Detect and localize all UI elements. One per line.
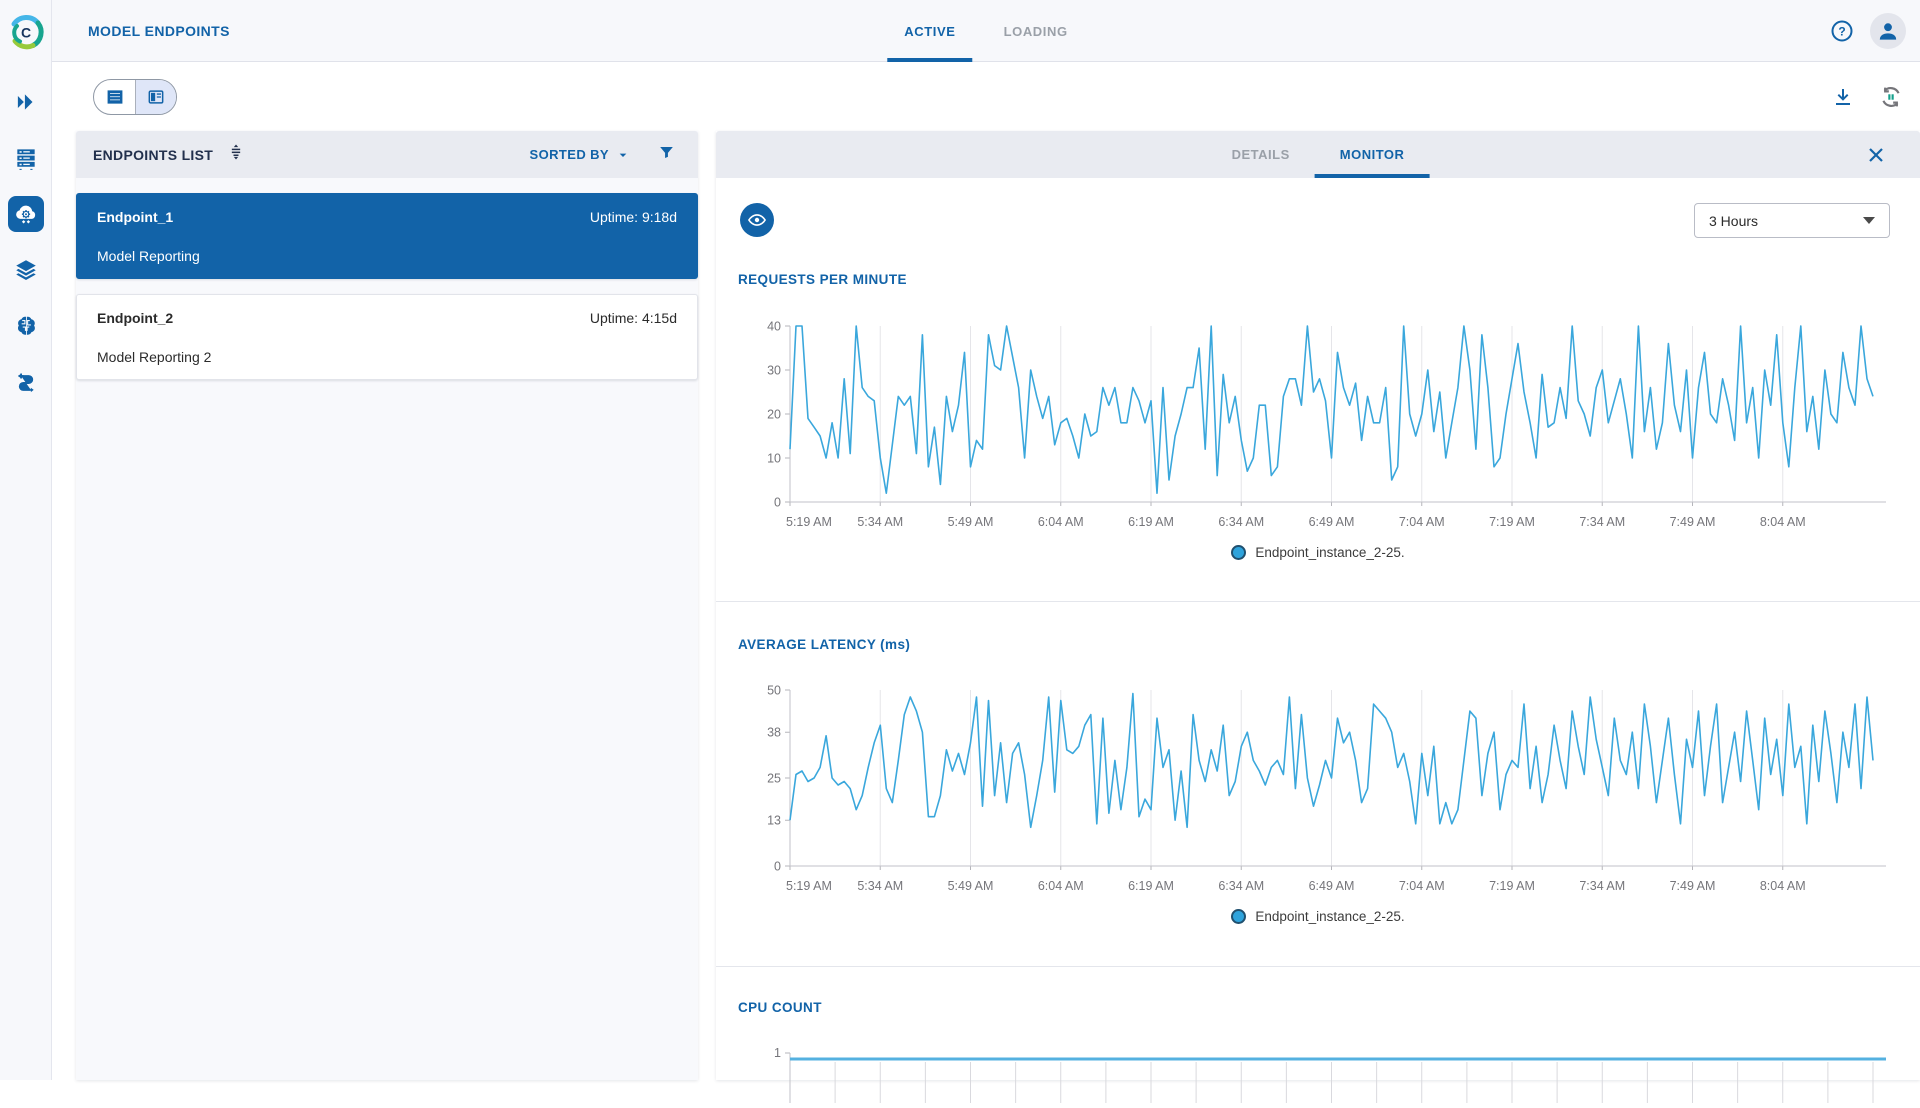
- svg-text:7:49 AM: 7:49 AM: [1670, 515, 1716, 529]
- download-icon[interactable]: [1828, 82, 1858, 112]
- pipeline-flow-icon[interactable]: [8, 364, 44, 400]
- svg-text:7:34 AM: 7:34 AM: [1579, 515, 1625, 529]
- svg-text:7:19 AM: 7:19 AM: [1489, 879, 1535, 893]
- expand-double-chevron-icon[interactable]: [8, 84, 44, 120]
- close-icon[interactable]: [1864, 143, 1888, 167]
- endpoint-uptime: Uptime: 9:18d: [589, 209, 677, 225]
- endpoint-name: Endpoint_1: [97, 209, 174, 225]
- svg-text:7:34 AM: 7:34 AM: [1579, 879, 1625, 893]
- endpoint-description: Model Reporting: [97, 248, 200, 264]
- svg-text:40: 40: [767, 320, 781, 334]
- eye-visibility-button[interactable]: [740, 203, 774, 237]
- svg-text:1: 1: [774, 1046, 781, 1060]
- tab-loading[interactable]: LOADING: [1003, 23, 1068, 39]
- svg-text:8:04 AM: 8:04 AM: [1760, 515, 1806, 529]
- monitor-panel: DETAILS MONITOR 3 Hours REQUESTS PER MIN…: [716, 131, 1920, 1103]
- model-endpoints-cloud-gear-icon[interactable]: [8, 196, 44, 232]
- endpoint-card[interactable]: Endpoint_2 Uptime: 4:15d Model Reporting…: [76, 294, 698, 380]
- svg-text:6:19 AM: 6:19 AM: [1128, 879, 1174, 893]
- chevron-down-icon: [619, 153, 627, 157]
- user-avatar[interactable]: [1870, 13, 1906, 49]
- svg-text:6:04 AM: 6:04 AM: [1038, 515, 1084, 529]
- header-tab-group: ACTIVE LOADING: [887, 0, 1084, 62]
- svg-text:5:34 AM: 5:34 AM: [857, 879, 903, 893]
- tab-details[interactable]: DETAILS: [1231, 147, 1290, 162]
- svg-text:C: C: [21, 25, 31, 41]
- svg-text:0: 0: [774, 860, 781, 874]
- layers-icon[interactable]: [8, 252, 44, 288]
- section-divider: [716, 966, 1920, 967]
- time-range-select[interactable]: 3 Hours: [1694, 203, 1890, 238]
- tab-active[interactable]: ACTIVE: [887, 0, 973, 62]
- brain-icon[interactable]: [8, 308, 44, 344]
- svg-text:6:04 AM: 6:04 AM: [1038, 879, 1084, 893]
- svg-text:6:34 AM: 6:34 AM: [1218, 879, 1264, 893]
- sorted-by-label: SORTED BY: [529, 147, 609, 162]
- left-nav-rail: C: [0, 0, 52, 1080]
- legend-series-label: Endpoint_instance_2-25.: [1255, 909, 1405, 924]
- svg-text:7:04 AM: 7:04 AM: [1399, 515, 1445, 529]
- endpoint-description: Model Reporting 2: [97, 349, 212, 365]
- legend-series-label: Endpoint_instance_2-25.: [1255, 545, 1405, 560]
- requests-per-minute-chart: 5:19 AM 5:34 AM 5:49 AM 6:04 AM 6:19 AM 6:34 …: [746, 318, 1886, 543]
- app-logo[interactable]: C: [6, 12, 46, 52]
- split-view-button[interactable]: [135, 80, 176, 114]
- svg-text:7:04 AM: 7:04 AM: [1399, 879, 1445, 893]
- svg-text:6:34 AM: 6:34 AM: [1218, 515, 1264, 529]
- auto-refresh-pause-icon[interactable]: [1876, 82, 1906, 112]
- endpoints-list-panel: ENDPOINTS LIST SORTED BY Endpoint_1 Upti…: [76, 131, 698, 1080]
- legend-series-dot: [1231, 909, 1247, 924]
- endpoint-card[interactable]: Endpoint_1 Uptime: 9:18d Model Reporting: [76, 193, 698, 279]
- top-app-bar: MODEL ENDPOINTS ACTIVE LOADING ?: [52, 0, 1920, 62]
- svg-text:5:34 AM: 5:34 AM: [857, 515, 903, 529]
- svg-text:8:04 AM: 8:04 AM: [1760, 879, 1806, 893]
- svg-text:7:19 AM: 7:19 AM: [1489, 515, 1535, 529]
- svg-text:0: 0: [774, 496, 781, 510]
- svg-text:7:49 AM: 7:49 AM: [1670, 879, 1716, 893]
- svg-text:25: 25: [767, 772, 781, 786]
- section-divider: [716, 601, 1920, 602]
- server-rack-icon[interactable]: [8, 140, 44, 176]
- chart-legend: Endpoint_instance_2-25.: [716, 909, 1920, 924]
- chart-title-requests: REQUESTS PER MINUTE: [738, 272, 907, 287]
- endpoints-list: Endpoint_1 Uptime: 9:18d Model Reporting…: [76, 178, 698, 380]
- svg-text:6:49 AM: 6:49 AM: [1309, 879, 1355, 893]
- svg-text:?: ?: [1838, 25, 1845, 39]
- svg-text:6:49 AM: 6:49 AM: [1309, 515, 1355, 529]
- svg-text:5:19 AM: 5:19 AM: [786, 515, 832, 529]
- filter-funnel-icon[interactable]: [657, 143, 676, 167]
- sorted-by-dropdown[interactable]: SORTED BY: [530, 147, 631, 163]
- tab-monitor[interactable]: MONITOR: [1314, 131, 1430, 178]
- svg-text:5:49 AM: 5:49 AM: [948, 515, 994, 529]
- svg-text:5:19 AM: 5:19 AM: [786, 879, 832, 893]
- endpoint-uptime: Uptime: 4:15d: [589, 310, 677, 326]
- svg-text:38: 38: [767, 726, 781, 740]
- svg-text:50: 50: [767, 684, 781, 698]
- chart-title-cpu: CPU COUNT: [738, 1000, 822, 1015]
- svg-text:10: 10: [767, 452, 781, 466]
- average-latency-chart: 5:19 AM 5:34 AM 5:49 AM 6:04 AM 6:19 AM 6:34 …: [746, 682, 1886, 907]
- endpoints-list-title: ENDPOINTS LIST: [93, 146, 214, 163]
- legend-series-dot: [1231, 545, 1247, 560]
- caret-down-icon: [1863, 217, 1875, 224]
- svg-text:13: 13: [767, 814, 781, 828]
- time-range-value: 3 Hours: [1709, 212, 1759, 229]
- toolbar: [52, 62, 1920, 131]
- svg-text:20: 20: [767, 408, 781, 422]
- help-icon[interactable]: ?: [1830, 19, 1854, 43]
- svg-text:30: 30: [767, 364, 781, 378]
- page-title: MODEL ENDPOINTS: [88, 23, 230, 39]
- chart-legend: Endpoint_instance_2-25.: [716, 545, 1920, 560]
- svg-text:6:19 AM: 6:19 AM: [1128, 515, 1174, 529]
- view-toggle-group: [93, 79, 177, 115]
- svg-text:5:49 AM: 5:49 AM: [948, 879, 994, 893]
- table-view-button[interactable]: [94, 80, 135, 114]
- sort-rows-icon[interactable]: [226, 142, 246, 167]
- endpoint-name: Endpoint_2: [97, 310, 174, 326]
- cpu-count-chart: 1: [746, 1043, 1886, 1108]
- chart-title-latency: AVERAGE LATENCY (ms): [738, 637, 911, 652]
